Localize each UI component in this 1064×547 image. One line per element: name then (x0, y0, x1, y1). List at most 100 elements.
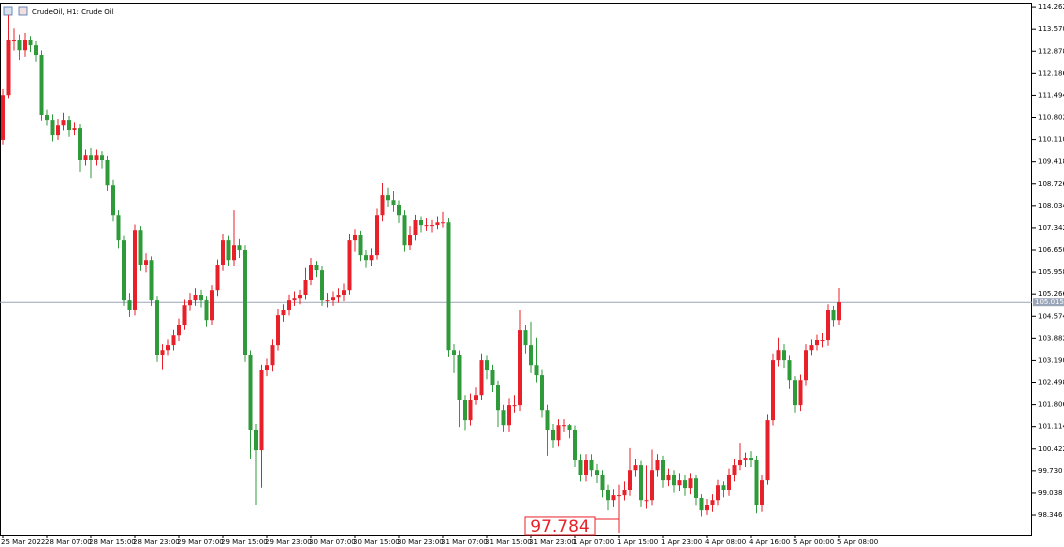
candle-body (122, 240, 126, 301)
candle-body (776, 350, 781, 361)
candle-body (34, 45, 38, 56)
candle-body (589, 460, 594, 471)
x-tick-label: 30 Mar 23:00 (397, 538, 444, 546)
candle-body (270, 345, 275, 366)
candle-body (232, 245, 236, 261)
y-tick-label: 103.882 (1038, 334, 1064, 342)
x-tick-label: 31 Mar 15:00 (485, 538, 532, 546)
candle-body (419, 220, 423, 226)
candle-body (408, 235, 412, 246)
current-price-box (1033, 298, 1064, 307)
candle-body (182, 305, 187, 326)
candle-body (254, 430, 258, 451)
candle-body (237, 245, 242, 251)
x-tick-label: 4 Apr 08:00 (705, 538, 746, 546)
candle-body (534, 365, 539, 376)
candle-body (320, 270, 324, 301)
candle-body (474, 395, 478, 401)
candle-body (804, 350, 808, 381)
candle-body (479, 360, 484, 396)
candle-body (391, 200, 396, 206)
x-tick-label: 25 Mar 2022 (1, 538, 45, 546)
candle-body (402, 215, 407, 246)
candle-body (573, 430, 577, 461)
candle-body (441, 222, 445, 224)
x-tick-label: 4 Apr 16:00 (749, 538, 790, 546)
candle-body (100, 155, 104, 161)
y-tick-label: 112.186 (1038, 69, 1064, 77)
x-tick-label: 29 Mar 07:00 (177, 538, 224, 546)
candle-body (424, 225, 429, 227)
candle-body (23, 40, 27, 51)
candle-body (386, 195, 390, 201)
candle-body (617, 495, 621, 497)
candle-body (551, 430, 555, 441)
y-tick-label: 101.114 (1038, 423, 1064, 431)
candle-body (61, 120, 66, 126)
candle-body (155, 300, 159, 356)
candle-body (259, 370, 264, 451)
plot-frame (0, 3, 1032, 536)
candle-body (72, 128, 77, 131)
candle-body (347, 240, 352, 291)
candle-body (248, 355, 253, 431)
candle-body (468, 400, 473, 421)
candle-body (567, 425, 572, 431)
symbol-icon (3, 6, 13, 16)
candle-body (584, 460, 588, 476)
candle-body (754, 460, 759, 506)
candle-body (133, 230, 137, 311)
candle-body (793, 380, 797, 406)
y-tick-label: 113.570 (1038, 25, 1064, 33)
candle-body (826, 310, 830, 341)
candle-body (699, 497, 704, 511)
y-tick-label: 112.878 (1038, 47, 1064, 55)
x-tick-label: 29 Mar 15:00 (221, 538, 268, 546)
y-tick-label: 99.038 (1038, 489, 1063, 497)
candle-body (221, 240, 225, 266)
candle-body (314, 265, 319, 271)
candle-body (765, 420, 770, 481)
y-tick-label: 110.110 (1038, 136, 1064, 144)
candle-body (56, 125, 60, 136)
y-tick-label: 105.266 (1038, 290, 1064, 298)
y-tick-label: 98.346 (1038, 511, 1063, 519)
candle-body (160, 350, 165, 356)
candle-body (529, 345, 533, 366)
candle-body (298, 295, 302, 299)
candle-body (94, 155, 99, 161)
candle-body (204, 300, 209, 321)
candle-body (336, 295, 341, 298)
candle-body (716, 485, 720, 501)
candle-body (672, 475, 676, 486)
candle-body (89, 155, 93, 161)
candle-body (364, 255, 368, 261)
candle-body (523, 330, 528, 346)
x-tick-label: 31 Mar 07:00 (441, 538, 488, 546)
candle-body (243, 250, 247, 356)
candle-body (743, 458, 748, 461)
candle-body (727, 475, 731, 491)
candle-body (171, 335, 176, 346)
candle-body (78, 128, 82, 161)
candle-body (380, 195, 385, 216)
candle-body (677, 480, 682, 486)
x-tick-label: 28 Mar 15:00 (89, 538, 136, 546)
candle-body (749, 458, 753, 461)
candle-body (17, 40, 22, 51)
chart-title: CrudeOil, H1: Crude Oil (32, 8, 114, 16)
candle-body (628, 470, 632, 491)
y-tick-label: 106.650 (1038, 246, 1064, 254)
candle-body (518, 330, 522, 406)
candle-body (105, 160, 110, 186)
candle-body (798, 380, 803, 406)
x-tick-label: 30 Mar 07:00 (309, 538, 356, 546)
candle-body (710, 500, 715, 506)
candle-body (688, 478, 693, 489)
candle-body (512, 405, 517, 407)
x-tick-label: 1 Apr 23:00 (661, 538, 702, 546)
candle-body (831, 310, 836, 321)
candle-body (111, 185, 115, 216)
candle-body (457, 355, 462, 401)
